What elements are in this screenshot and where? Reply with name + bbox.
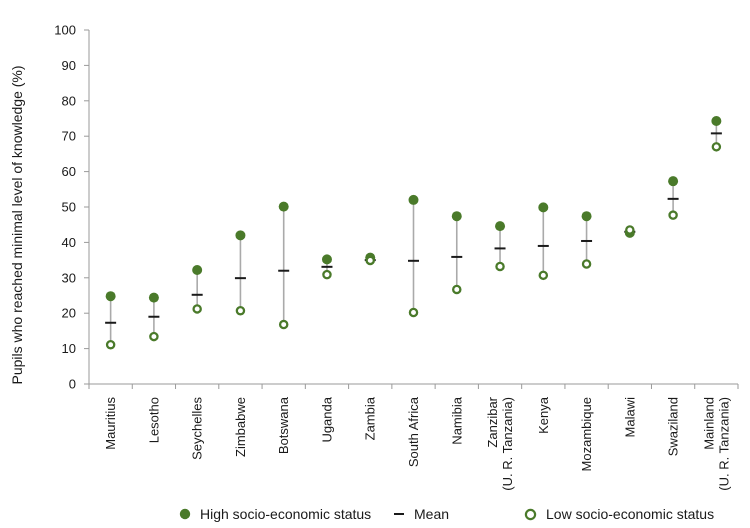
y-tick-label: 50 <box>62 200 76 215</box>
y-axis: 0 10 20 30 40 50 60 70 80 90 100 <box>54 23 739 392</box>
legend-label-high: High socio-economic status <box>200 506 372 522</box>
low-ses-point <box>711 142 722 152</box>
low-ses-point <box>235 305 246 316</box>
high-ses-point <box>192 265 203 276</box>
low-ses-point <box>322 269 332 280</box>
x-axis-labels: Mauritius Lesotho Seychelles Zimbabwe Botswa… <box>103 396 731 490</box>
y-tick-label: 30 <box>62 270 76 285</box>
low-ses-point <box>408 307 419 318</box>
high-ses-point <box>105 291 116 302</box>
low-ses-point <box>538 270 549 281</box>
x-tick-label: Zanzibar <box>485 396 500 447</box>
y-tick-label: 60 <box>62 164 76 179</box>
x-tick-label: Seychelles <box>190 397 205 460</box>
x-tick-label: (U. R. Tanzania) <box>716 397 731 491</box>
filled-circle-icon <box>179 508 191 520</box>
high-ses-point <box>235 230 246 241</box>
y-tick-label: 90 <box>62 58 76 73</box>
high-ses-point <box>581 211 592 222</box>
low-ses-point <box>581 259 592 269</box>
x-tick-label: Malawi <box>622 397 637 438</box>
x-tick-label: Mozambique <box>579 397 594 471</box>
high-ses-point <box>495 221 506 232</box>
low-ses-point <box>495 261 505 272</box>
high-ses-point <box>451 211 462 222</box>
high-ses-point <box>538 202 549 213</box>
high-ses-point <box>148 292 159 303</box>
x-tick-label: Zambia <box>363 396 378 440</box>
low-ses-markers <box>105 142 722 350</box>
legend-item-low: Low socio-economic status <box>524 506 714 522</box>
x-tick-label: Lesotho <box>146 397 161 443</box>
x-tick-label: Kenya <box>536 396 551 434</box>
low-ses-point <box>192 304 202 314</box>
x-tick-label: Mainland <box>701 397 716 450</box>
y-tick-label: 40 <box>62 235 76 250</box>
low-ses-point <box>149 331 159 342</box>
mean-markers <box>105 132 722 324</box>
y-tick-label: 80 <box>62 93 76 108</box>
x-tick-label: Zimbabwe <box>233 397 248 457</box>
high-ses-point <box>668 176 679 187</box>
low-ses-point <box>668 210 678 220</box>
y-tick-label: 70 <box>62 129 76 144</box>
x-tick-label: South Africa <box>406 396 421 467</box>
x-tick-label: Mauritius <box>103 397 118 450</box>
x-tick-label: Swaziland <box>666 397 681 456</box>
low-ses-point <box>452 284 462 295</box>
legend-label-low: Low socio-economic status <box>546 506 715 522</box>
high-ses-point <box>278 201 289 212</box>
low-ses-point <box>625 225 635 235</box>
y-axis-label: Pupils who reached minimal level of know… <box>9 65 25 384</box>
y-tick-label: 10 <box>62 341 76 356</box>
high-ses-point <box>408 194 419 205</box>
x-tick-label: Uganda <box>319 396 334 442</box>
low-ses-point <box>105 339 116 350</box>
chart: 0 10 20 30 40 50 60 70 80 90 100 Pupils who reache… <box>9 23 739 491</box>
y-tick-label: 20 <box>62 306 76 321</box>
y-tick-label: 100 <box>54 23 76 38</box>
legend-item-high: High socio-economic status <box>179 506 371 522</box>
y-tick-label: 0 <box>69 377 76 392</box>
hollow-circle-icon <box>524 508 537 520</box>
legend-label-mean: Mean <box>414 506 450 522</box>
high-ses-point <box>321 254 332 265</box>
dash-icon <box>394 513 404 515</box>
low-ses-point <box>278 319 289 330</box>
x-tick-label: (U. R. Tanzania) <box>500 397 515 491</box>
legend-item-mean: Mean <box>393 506 449 522</box>
x-tick-label: Namibia <box>449 396 464 444</box>
legend: High socio-economic status Mean Low soci… <box>0 498 750 528</box>
low-ses-point <box>365 255 375 266</box>
x-tick-label: Botswana <box>276 396 291 454</box>
high-ses-point <box>711 115 722 126</box>
